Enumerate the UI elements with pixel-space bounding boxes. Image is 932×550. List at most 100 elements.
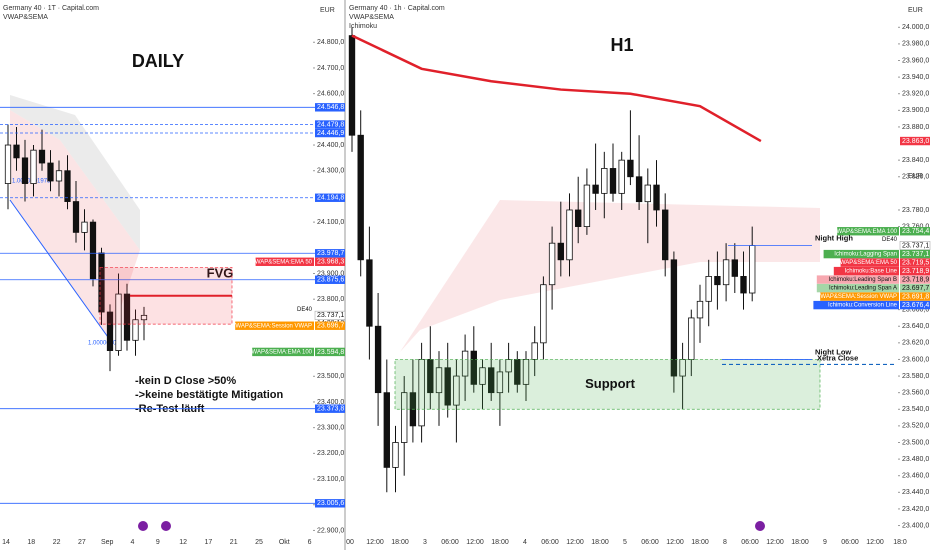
- y-tick-label: 23.820,0: [902, 174, 929, 181]
- candle-body: [55, 170, 63, 182]
- y-tick-label: 23.920,0: [902, 91, 929, 98]
- y-tick-label: 23.580,0: [902, 373, 929, 380]
- level-label: Night Low: [815, 347, 851, 356]
- y-tick-label: 23.520,0: [902, 423, 929, 430]
- x-tick-label: 12:00: [866, 539, 884, 546]
- y-tick-label: 24.800,0: [317, 39, 344, 46]
- price-tag: [899, 241, 931, 251]
- fib-label: 1.00000000: [88, 341, 120, 347]
- candle-body: [627, 159, 634, 178]
- y-tick-label: 23.600,0: [902, 356, 929, 363]
- note: -kein D Close >50%: [135, 375, 236, 387]
- x-tick-label: Sep: [101, 539, 114, 546]
- candle-body: [635, 176, 643, 203]
- candle-body: [531, 342, 538, 360]
- y-tick-label: 23.540,0: [902, 406, 929, 413]
- candle-body: [81, 221, 88, 233]
- price-tag-label: 23.718,9: [902, 268, 929, 275]
- price-tag: [900, 283, 930, 293]
- candle-body: [722, 259, 730, 286]
- price-tag: [315, 193, 345, 202]
- candle-body: [592, 184, 599, 194]
- event-icon: [138, 521, 148, 531]
- candle-body: [132, 319, 139, 341]
- candle-body: [13, 144, 20, 159]
- candle-body: [670, 259, 678, 377]
- x-tick-label: 12:00: [466, 539, 484, 546]
- price-tag-label: 23.594,8: [317, 349, 344, 356]
- price-tag: [315, 257, 345, 266]
- indicator-name: VWAP&SEMA:EMA 50: [251, 259, 313, 265]
- price-tag: [315, 347, 345, 357]
- price-tag-label: 23.696,7: [317, 323, 344, 330]
- candle-body: [38, 149, 46, 164]
- fvg-label: FVG: [207, 265, 234, 280]
- y-tick-label: 23.400,0: [317, 399, 344, 406]
- indicator-tag: [816, 275, 899, 284]
- price-tag-label: 23.005,6: [317, 500, 344, 507]
- y-tick-label: 24.000,0: [902, 24, 929, 31]
- y-tick-label: 24.100,0: [317, 219, 344, 226]
- x-tick-label: 18:0: [893, 539, 907, 546]
- ichimoku-cloud: [400, 200, 820, 352]
- price-tag-label: 23.737,1: [902, 242, 929, 249]
- price-tag: [900, 275, 930, 284]
- indicator-name: VWAP&SEMA:EMA 100: [248, 349, 313, 355]
- candle-body: [89, 221, 97, 280]
- candle-body: [557, 242, 564, 261]
- price-tag: [315, 404, 345, 413]
- indicator-name: VWAP&SEMA:Session VWAP: [231, 323, 312, 329]
- candle-body: [662, 209, 669, 261]
- x-tick-label: 12:00: [366, 539, 384, 546]
- x-tick-label: 12:00: [666, 539, 684, 546]
- y-tick-label: 23.840,0: [902, 157, 929, 164]
- candle-body: [705, 276, 712, 302]
- y-tick-label: 23.300,0: [317, 425, 344, 432]
- price-tag-label: 23.754,4: [902, 228, 929, 235]
- y-tick-label: 23.660,0: [902, 306, 929, 313]
- y-tick-label: 23.980,0: [902, 41, 929, 48]
- price-tag-label: 23.875,6: [317, 277, 344, 284]
- y-tick-label: 23.800,0: [317, 296, 344, 303]
- y-tick-label: 23.940,0: [902, 74, 929, 81]
- y-tick-label: 24.700,0: [317, 65, 344, 72]
- price-tag: [900, 300, 930, 310]
- candle-body: [566, 209, 573, 261]
- level-label: Xetra Close: [817, 353, 858, 362]
- x-tick-label: 12:00: [566, 539, 584, 546]
- indicator-tag: [252, 347, 314, 357]
- y-tick-label: 23.500,0: [317, 373, 344, 380]
- currency: EUR: [320, 7, 335, 14]
- y-tick-label: 23.400,0: [902, 522, 929, 529]
- indicator-tag: [235, 321, 314, 330]
- x-tick-label: 06:00: [741, 539, 759, 546]
- candle-body: [72, 201, 80, 233]
- x-tick-label: Okt: [279, 539, 290, 546]
- y-tick-label: 23.500,0: [902, 439, 929, 446]
- y-tick-label: 23.760,0: [902, 223, 929, 230]
- y-tick-label: 23.900,0: [902, 107, 929, 114]
- price-tag-label: 23.373,8: [317, 406, 344, 413]
- price-tag: [900, 227, 930, 236]
- x-tick-label: 18: [27, 539, 35, 546]
- candle-body: [601, 168, 608, 194]
- support-label: Support: [585, 376, 635, 391]
- ema-line: [351, 34, 762, 143]
- y-tick-label: 23.560,0: [902, 390, 929, 397]
- candle-body: [696, 300, 704, 319]
- x-tick-label: 06:00: [541, 539, 559, 546]
- price-tag-label: 24.194,8: [317, 195, 344, 202]
- price-tag-label: 23.691,8: [902, 293, 929, 300]
- price-tag-label: 23.697,7: [902, 285, 929, 292]
- x-tick-label: 8: [723, 539, 727, 546]
- x-tick-label: 06:00: [841, 539, 859, 546]
- level-label: Night High: [815, 234, 853, 243]
- y-tick-label: 24.300,0: [317, 168, 344, 175]
- y-tick-label: 23.460,0: [902, 473, 929, 480]
- candle-body: [374, 325, 382, 394]
- indicator-tag: [823, 249, 899, 259]
- price-tag: [900, 136, 930, 146]
- indicator-tag: [840, 258, 899, 267]
- price-tag-label: 23.968,3: [317, 259, 344, 266]
